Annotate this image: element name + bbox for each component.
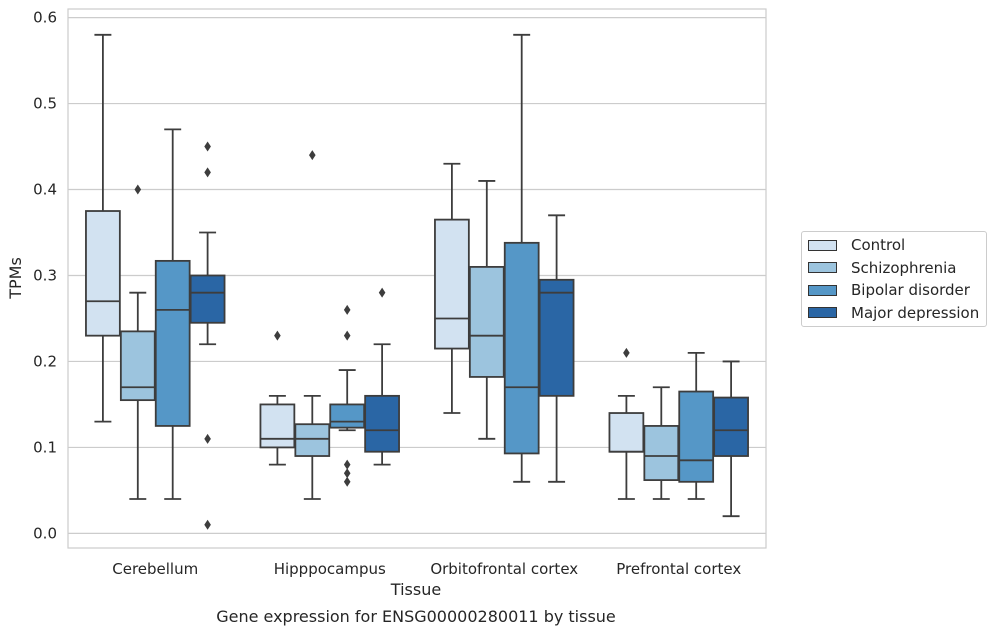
legend-label: Major depression — [851, 303, 980, 322]
legend-label: Control — [851, 236, 906, 254]
box-iqr — [154, 259, 191, 427]
outlier-point — [134, 184, 142, 195]
box — [643, 386, 680, 500]
outlier-point — [309, 150, 316, 161]
box — [259, 330, 296, 466]
y-axis-label: TPMs — [6, 257, 25, 300]
box-iqr — [434, 218, 470, 350]
x-tick-label: Prefrontal cortex — [616, 560, 741, 578]
y-tick-label: 0.4 — [33, 181, 57, 199]
box-iqr — [329, 403, 366, 429]
x-tick-label: Orbitofrontal cortex — [430, 560, 578, 578]
box — [468, 180, 505, 440]
y-tick-label: 0.5 — [33, 95, 57, 113]
outlier-point — [343, 459, 351, 470]
box-iqr — [538, 278, 575, 397]
box-iqr — [678, 390, 715, 483]
legend-swatch — [808, 284, 837, 296]
box — [119, 184, 156, 500]
box-iqr — [608, 412, 645, 453]
box-iqr — [643, 425, 680, 481]
outlier-point — [204, 433, 211, 444]
legend-swatch — [808, 262, 837, 273]
box — [608, 347, 645, 500]
outlier-point — [378, 287, 386, 298]
legend-label: Schizophrenia — [851, 258, 957, 277]
box — [294, 150, 331, 500]
y-tick-label: 0.2 — [33, 352, 57, 370]
box — [538, 214, 575, 483]
y-tick-label: 0.3 — [33, 266, 57, 284]
box-series — [85, 33, 749, 530]
legend-swatch — [808, 239, 837, 251]
outlier-point — [274, 330, 281, 341]
outlier-point — [623, 347, 630, 358]
outlier-point — [343, 330, 351, 341]
box — [364, 287, 400, 466]
box — [434, 162, 470, 414]
box — [329, 304, 366, 487]
box-iqr — [713, 396, 749, 457]
chart-caption: Gene expression for ENSG00000280011 by t… — [216, 607, 616, 626]
legend-item: Schizophrenia — [808, 259, 956, 277]
plot-frame — [67, 8, 767, 549]
box — [678, 351, 715, 500]
outlier-point — [343, 304, 351, 315]
y-tick-labels: 0.0 0.1 0.2 0.3 0.4 0.5 0.6 — [33, 9, 57, 543]
outlier-point — [204, 167, 211, 178]
box — [154, 128, 191, 500]
box-iqr — [294, 423, 331, 457]
legend-label: Bipolar disorder — [851, 281, 970, 299]
legend: Control Schizophrenia Bipolar disorder Majo… — [801, 231, 987, 327]
x-tick-label: Hipppocampus — [274, 560, 386, 578]
outlier-point — [343, 468, 351, 479]
x-tick-labels: Cerebellum Hipppocampus Orbitofrontal cort… — [112, 560, 741, 578]
y-tick-label: 0.1 — [33, 438, 57, 456]
box — [713, 360, 749, 518]
legend-item: Bipolar disorder — [808, 281, 970, 299]
box — [85, 33, 121, 423]
box — [503, 33, 540, 483]
legend-swatch — [808, 307, 837, 318]
box-iqr — [503, 241, 540, 455]
box-iqr — [259, 403, 296, 449]
box-iqr — [364, 394, 400, 453]
outlier-point — [204, 141, 211, 152]
box-iqr — [189, 274, 226, 324]
y-tick-label: 0.0 — [33, 524, 57, 542]
box-iqr — [85, 210, 121, 337]
outlier-point — [204, 519, 211, 530]
legend-item: Control — [808, 236, 905, 254]
outlier-point — [343, 476, 351, 487]
x-tick-label: Cerebellum — [112, 560, 198, 578]
x-axis-label: Tissue — [390, 580, 441, 599]
box-iqr — [468, 265, 505, 378]
box — [189, 141, 226, 530]
legend-item: Major depression — [808, 304, 979, 322]
box-iqr — [119, 330, 156, 402]
y-tick-label: 0.6 — [33, 9, 57, 27]
